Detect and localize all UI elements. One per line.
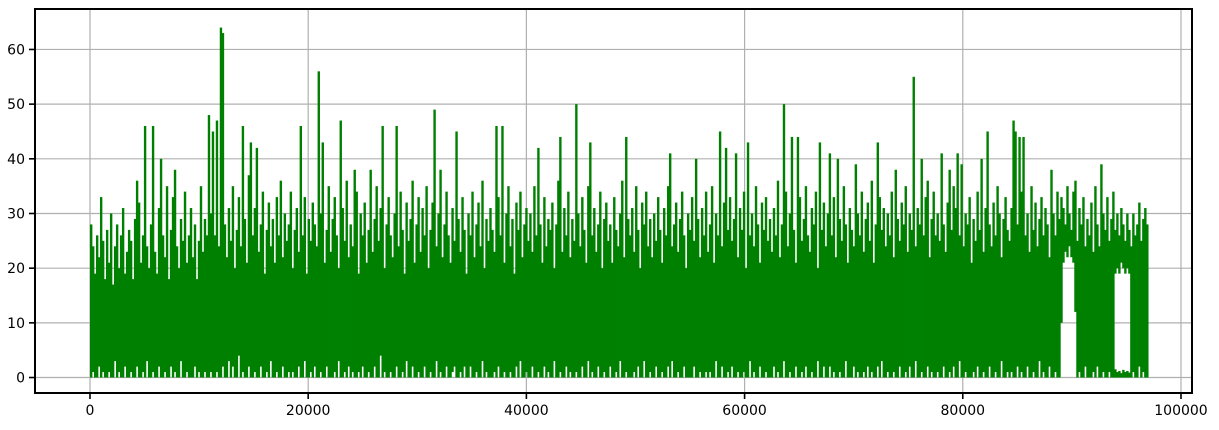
x-tick-label: 60000 bbox=[722, 403, 767, 419]
tick-labels: 0 10 20 30 40 50 60 0 20000 40000 60000 80000 100000 bbox=[7, 42, 1208, 419]
y-tick-label: 60 bbox=[7, 42, 25, 58]
y-tick-label: 50 bbox=[7, 97, 25, 113]
x-tick-label: 100000 bbox=[1154, 403, 1207, 419]
plot-border bbox=[34, 8, 1193, 394]
x-tick-label: 80000 bbox=[941, 403, 986, 419]
y-tick-label: 20 bbox=[7, 261, 25, 277]
x-tick-label: 0 bbox=[86, 403, 95, 419]
series-signal bbox=[89, 27, 1149, 378]
tick-marks bbox=[29, 48, 1182, 399]
y-tick-label: 40 bbox=[7, 152, 25, 168]
y-tick-label: 30 bbox=[7, 206, 25, 222]
y-tick-label: 0 bbox=[16, 371, 25, 387]
y-tick-label: 10 bbox=[7, 316, 25, 332]
x-tick-label: 40000 bbox=[504, 403, 549, 419]
x-tick-label: 20000 bbox=[286, 403, 331, 419]
